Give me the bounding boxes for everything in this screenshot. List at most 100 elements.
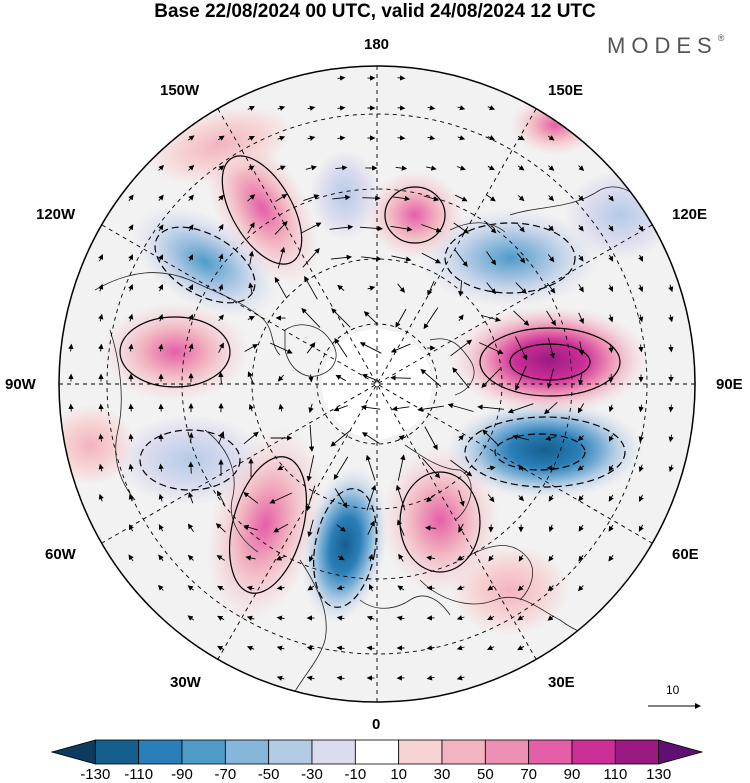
wind-arrow xyxy=(426,675,435,681)
wind-arrow xyxy=(158,493,164,502)
wind-arrow xyxy=(427,105,436,111)
wind-arrow xyxy=(303,194,320,202)
wind-arrow xyxy=(512,434,530,441)
wind-arrow xyxy=(336,675,345,681)
wind-arrow xyxy=(158,343,164,352)
wind-arrow xyxy=(217,645,225,651)
wind-arrow xyxy=(397,434,405,441)
wind-arrow xyxy=(335,165,348,171)
wind-arrow xyxy=(337,284,345,291)
wind-arrow xyxy=(218,283,224,292)
wind-arrow xyxy=(450,339,473,357)
wind-arrow xyxy=(188,343,194,353)
wind-arrow xyxy=(487,615,495,621)
lon-label-150w: 150W xyxy=(160,82,200,99)
anomaly-positive-40e xyxy=(450,545,570,635)
colorbar-segment xyxy=(614,739,660,765)
wind-arrow xyxy=(548,165,555,171)
wind-arrow xyxy=(485,222,497,234)
wind-arrow xyxy=(128,524,134,532)
wind-arrow xyxy=(128,254,134,262)
wind-arrow xyxy=(456,585,465,591)
wind-arrow xyxy=(391,255,412,262)
wind-arrow xyxy=(247,315,255,321)
wind-arrow xyxy=(269,342,293,354)
wind-arrow xyxy=(638,464,644,473)
wind-arrow xyxy=(514,336,528,361)
wind-arrow xyxy=(391,405,410,412)
wind-arrow xyxy=(427,280,435,296)
wind-arrow xyxy=(548,338,556,359)
wind-arrow xyxy=(546,368,555,389)
wind-arrow xyxy=(390,225,413,232)
anomaly-positive-45w xyxy=(205,427,325,623)
wind-arrow xyxy=(458,523,464,533)
wind-arrow xyxy=(248,250,255,265)
wind-arrow xyxy=(578,524,584,532)
wind-arrow xyxy=(218,431,225,445)
wind-arrow xyxy=(98,283,104,292)
wind-arrow xyxy=(188,224,194,232)
wind-arrow xyxy=(246,585,255,591)
wind-arrow xyxy=(158,554,164,562)
wind-arrow xyxy=(397,135,406,141)
wind-arrow xyxy=(486,251,497,266)
wind-arrow xyxy=(188,461,194,474)
wind-arrow xyxy=(578,254,584,262)
wind-arrow xyxy=(275,194,288,202)
wind-arrow xyxy=(638,494,644,503)
colorbar-tick-label: -130 xyxy=(80,766,111,783)
graticule xyxy=(59,66,695,702)
reference-vector-label: 10 xyxy=(666,683,680,697)
wind-arrow xyxy=(517,135,525,141)
colorbar-tick-label: -50 xyxy=(257,766,280,783)
wind-arrow xyxy=(577,371,584,386)
wind-arrow xyxy=(245,555,256,561)
wind-arrow xyxy=(307,105,316,111)
wind-arrow xyxy=(608,224,614,232)
wind-arrow xyxy=(507,403,534,414)
lon-label-120e: 120E xyxy=(672,206,708,223)
wind-arrow xyxy=(481,368,501,388)
wind-arrow xyxy=(456,645,465,651)
anomaly-positive-150e xyxy=(510,95,600,155)
wind-arrow xyxy=(158,313,164,322)
wind-arrow xyxy=(668,284,674,293)
wind-arrow xyxy=(306,645,315,651)
wind-arrow xyxy=(336,585,345,591)
colorbar-segment xyxy=(528,739,573,765)
wind-arrow xyxy=(487,165,495,171)
registered-mark: ® xyxy=(717,33,725,43)
lon-label-30w: 30W xyxy=(170,674,201,691)
colorbar-segment xyxy=(50,739,96,765)
wind-arrow xyxy=(337,105,346,111)
wind-arrow xyxy=(638,434,644,443)
wind-arrow xyxy=(277,465,285,471)
anomaly-positive-95e xyxy=(450,305,650,415)
wind-arrow xyxy=(547,615,555,621)
wind-arrow xyxy=(188,194,194,201)
lon-label-30e: 30E xyxy=(548,674,575,691)
wind-arrow xyxy=(277,105,286,111)
wind-arrow xyxy=(157,584,164,591)
wind-arrow xyxy=(248,282,254,293)
wind-arrow xyxy=(187,523,194,533)
wind-arrow xyxy=(276,645,285,651)
wind-arrow xyxy=(458,490,465,507)
wind-arrow xyxy=(128,403,134,412)
wind-arrow xyxy=(302,248,320,268)
wind-arrow xyxy=(545,435,557,441)
colorbar-segment xyxy=(398,739,443,765)
wind-arrow xyxy=(397,454,406,481)
lon-label-0: 0 xyxy=(372,716,381,733)
wind-arrow xyxy=(307,585,315,591)
wind-arrow xyxy=(367,520,375,535)
wind-arrow xyxy=(337,75,346,81)
wind-arrow xyxy=(608,373,614,383)
wind-arrow xyxy=(68,343,74,352)
wind-arrow xyxy=(128,313,134,322)
wind-arrow xyxy=(420,368,442,387)
wind-arrow xyxy=(158,164,165,171)
lon-label-120w: 120W xyxy=(36,206,76,223)
wind-arrow xyxy=(457,105,466,111)
